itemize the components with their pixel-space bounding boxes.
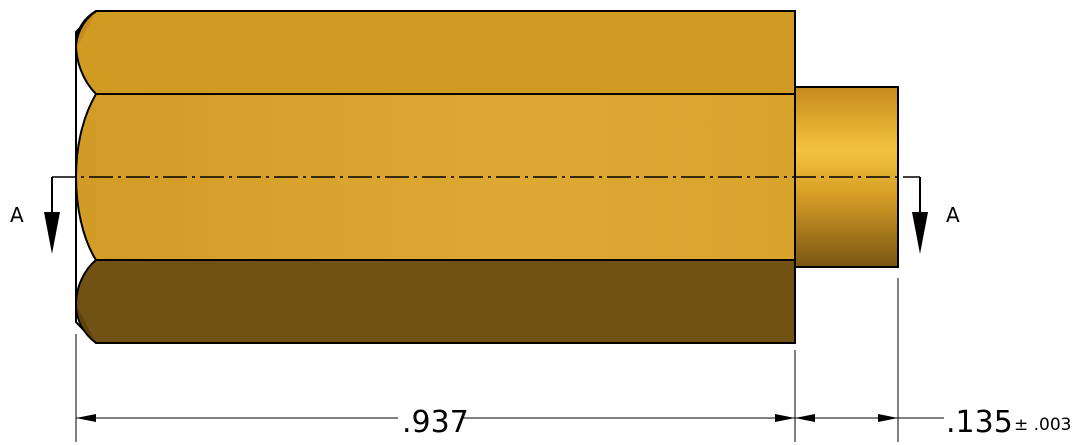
section-arrow-left bbox=[44, 177, 60, 254]
hex-bottom-face bbox=[74, 259, 796, 344]
hex-top-face bbox=[74, 10, 796, 95]
overall-length-dimension: .937 bbox=[402, 405, 469, 440]
dimension-line-shank bbox=[795, 414, 944, 422]
section-label-left: A bbox=[10, 203, 24, 227]
chamfer-bottom-arc bbox=[75, 303, 97, 344]
shank-tolerance: ± .003 bbox=[1014, 415, 1072, 435]
shank-length-dimension: .135 bbox=[946, 405, 1013, 440]
section-label-right: A bbox=[946, 203, 960, 227]
dimension-line-overall bbox=[76, 414, 795, 422]
section-arrow-right bbox=[912, 177, 928, 254]
chamfer-top-arc bbox=[75, 10, 97, 51]
